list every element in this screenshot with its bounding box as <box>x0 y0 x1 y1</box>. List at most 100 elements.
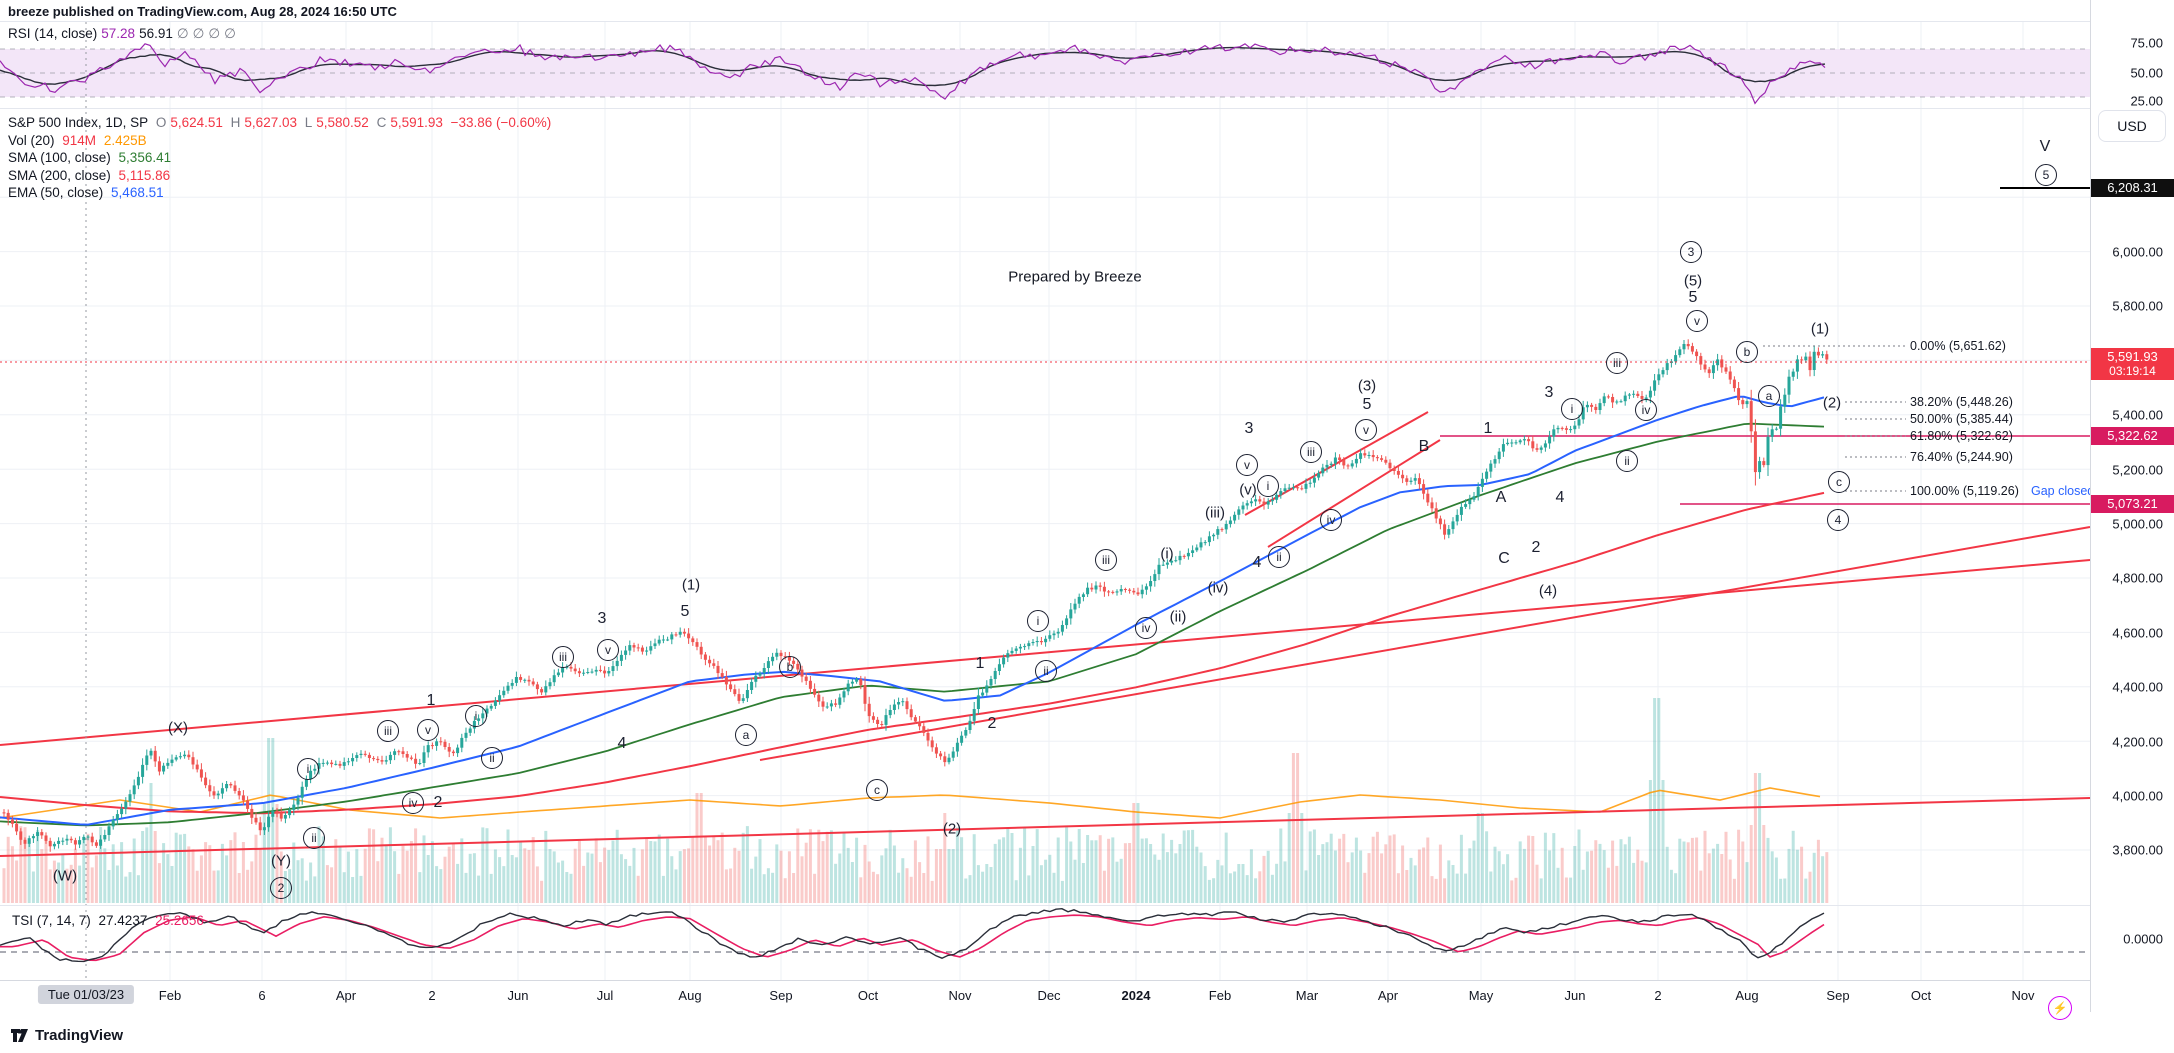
wave-label[interactable]: b <box>1736 341 1758 363</box>
wave-label[interactable]: ii <box>1268 546 1290 568</box>
wave-label[interactable]: (5) <box>1683 272 1703 290</box>
wave-label[interactable]: iii <box>552 646 574 668</box>
wave-label[interactable]: 3 <box>1244 420 1254 437</box>
wave-label[interactable]: v <box>417 719 439 741</box>
wave-label[interactable]: 2 <box>987 715 997 732</box>
wave-label[interactable]: c <box>866 779 888 801</box>
wave-label[interactable]: ii <box>481 747 503 769</box>
price-axis-label: 4,600.00 <box>2112 625 2163 641</box>
wave-label[interactable]: ii <box>1616 450 1638 472</box>
wave-label[interactable]: iii <box>1300 441 1322 463</box>
pane-separator <box>0 905 2090 906</box>
price-axis-label: 5,000.00 <box>2112 516 2163 532</box>
wave-label[interactable]: i <box>1561 398 1583 420</box>
lightning-icon[interactable]: ⚡ <box>2048 996 2072 1020</box>
wave-label[interactable]: V <box>2039 138 2051 155</box>
wave-label[interactable]: 3 <box>1680 241 1702 263</box>
wave-label[interactable]: 2 <box>433 794 443 811</box>
wave-label[interactable]: iv <box>1320 509 1342 531</box>
main-legend-value: 5,627.03 <box>244 115 297 130</box>
time-axis-label: May <box>1468 988 1494 1003</box>
wave-label[interactable]: (4) <box>1538 582 1558 600</box>
fib-level-label[interactable]: 38.20% (5,448.26) <box>1910 395 2013 409</box>
wave-label[interactable]: (X) <box>168 719 188 737</box>
wave-label[interactable]: iii <box>1606 352 1628 374</box>
wave-label[interactable]: B <box>1418 438 1430 455</box>
main-legend: S&P 500 Index, 1D, SP O 5,624.51 H 5,627.0… <box>8 114 555 202</box>
wave-label[interactable]: (Y) <box>271 852 291 870</box>
wave-label[interactable]: A <box>1495 489 1507 506</box>
price-axis-label: 75.00 <box>2130 35 2163 51</box>
wave-label[interactable]: (3) <box>1357 377 1377 395</box>
wave-label[interactable]: (iii) <box>1205 504 1225 522</box>
wave-label[interactable]: (v) <box>1239 481 1257 499</box>
price-tag[interactable]: 5,073.21 <box>2091 495 2174 513</box>
wave-label[interactable]: 1 <box>426 692 436 709</box>
wave-label[interactable]: 1 <box>1483 420 1493 437</box>
wave-label[interactable]: C <box>1498 550 1510 567</box>
wave-label[interactable]: (iv) <box>1207 579 1229 597</box>
time-axis[interactable]: Tue 01/03/23 Feb 6 Apr 2 Jun Jul Aug Sep Oct Nov De… <box>0 980 2090 1014</box>
fib-level-label[interactable]: 0.00% (5,651.62) <box>1910 339 2006 353</box>
price-axis-label: 4,000.00 <box>2112 788 2163 804</box>
wave-label[interactable]: (1) <box>681 576 701 594</box>
wave-label[interactable]: i <box>1257 475 1279 497</box>
wave-label[interactable]: 2 <box>1531 539 1541 556</box>
wave-label[interactable]: v <box>597 639 619 661</box>
fib-level-label[interactable]: 50.00% (5,385.44) <box>1910 412 2013 426</box>
wave-label[interactable]: 4 <box>617 735 627 752</box>
wave-label[interactable]: c <box>1828 471 1850 493</box>
wave-label[interactable]: v <box>1355 419 1377 441</box>
wave-label[interactable]: 5 <box>1362 396 1372 413</box>
wave-label[interactable]: a <box>1758 385 1780 407</box>
wave-label[interactable]: (i) <box>1160 545 1174 563</box>
wave-label[interactable]: 3 <box>597 610 607 627</box>
wave-label[interactable]: ii <box>303 827 325 849</box>
wave-label[interactable]: v <box>1236 454 1258 476</box>
wave-label[interactable]: 4 <box>1252 554 1262 571</box>
main-legend-value: 914M <box>58 132 97 148</box>
rsi-legend-value: ∅ <box>224 26 236 41</box>
wave-label[interactable]: 1 <box>975 655 985 672</box>
wave-label[interactable]: i <box>1027 610 1049 632</box>
wave-label[interactable]: 2 <box>270 877 292 899</box>
currency-button[interactable]: USD <box>2098 110 2166 142</box>
wave-label[interactable]: b <box>779 656 801 678</box>
wave-label[interactable]: ii <box>1035 660 1057 682</box>
wave-label[interactable]: 4 <box>1827 509 1849 531</box>
price-tag[interactable]: 5,322.62 <box>2091 427 2174 445</box>
wave-label[interactable]: iv <box>1135 617 1157 639</box>
wave-label[interactable]: v <box>1686 310 1708 332</box>
wave-label[interactable]: iv <box>402 792 424 814</box>
price-tag[interactable]: 5,591.93 03:19:14 <box>2091 348 2174 380</box>
time-axis-label: Dec <box>1037 988 1061 1003</box>
wave-label[interactable]: (W) <box>52 867 78 885</box>
time-axis-label: Apr <box>335 988 357 1003</box>
wave-label[interactable]: 4 <box>1555 489 1565 506</box>
price-axis-label: 5,400.00 <box>2112 407 2163 423</box>
wave-label[interactable]: i <box>465 705 487 727</box>
price-tag[interactable]: 6,208.31 <box>2091 179 2174 197</box>
price-axis-label: 5,200.00 <box>2112 462 2163 478</box>
wave-label[interactable]: 3 <box>1544 384 1554 401</box>
gap-closed-note[interactable]: Gap closed <box>2031 484 2095 498</box>
wave-label[interactable]: 5 <box>1688 289 1698 306</box>
fib-level-label[interactable]: 61.80% (5,322.62) <box>1910 429 2013 443</box>
wave-label[interactable]: (2) <box>942 820 962 838</box>
wave-label[interactable]: i <box>297 758 319 780</box>
wave-label[interactable]: 5 <box>2035 164 2057 186</box>
wave-label[interactable]: (2) <box>1822 394 1842 412</box>
time-axis-label: Aug <box>678 988 702 1003</box>
wave-label[interactable]: (ii) <box>1169 608 1187 626</box>
tradingview-logo[interactable]: TradingView <box>10 1026 123 1045</box>
wave-label[interactable]: iii <box>1095 549 1117 571</box>
wave-label[interactable]: a <box>735 724 757 746</box>
wave-label[interactable]: 5 <box>680 603 690 620</box>
wave-label[interactable]: iv <box>1635 399 1657 421</box>
price-axis-label: 50.00 <box>2130 65 2163 81</box>
wave-label[interactable]: (1) <box>1810 320 1830 338</box>
fib-level-label[interactable]: 76.40% (5,244.90) <box>1910 450 2013 464</box>
wave-label[interactable]: iii <box>377 720 399 742</box>
fib-level-label[interactable]: 100.00% (5,119.26) <box>1910 484 2019 498</box>
